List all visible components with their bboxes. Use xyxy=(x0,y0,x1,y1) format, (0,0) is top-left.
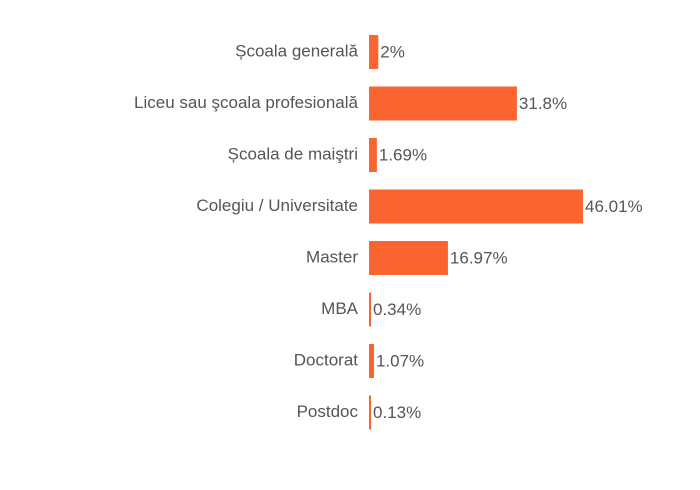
value-label: 46.01% xyxy=(585,197,643,216)
category-label: Școala generală xyxy=(235,41,358,60)
value-label: 31.8% xyxy=(519,94,567,113)
bar xyxy=(369,86,517,121)
category-label: Master xyxy=(306,247,358,266)
bar xyxy=(369,189,583,224)
value-label: 1.07% xyxy=(376,351,424,370)
category-label: MBA xyxy=(321,299,359,318)
category-label: Colegiu / Universitate xyxy=(196,196,358,215)
value-label: 0.13% xyxy=(373,403,421,422)
category-label: Doctorat xyxy=(294,350,359,369)
category-label: Școala de maiştri xyxy=(228,144,358,163)
value-label: 16.97% xyxy=(450,248,508,267)
bar xyxy=(369,35,379,69)
category-label: Liceu sau şcoala profesională xyxy=(134,93,359,112)
bar xyxy=(369,241,448,275)
bar xyxy=(369,138,377,172)
value-label: 2% xyxy=(380,42,405,61)
value-label: 0.34% xyxy=(373,300,421,319)
value-label: 1.69% xyxy=(379,145,427,164)
bar xyxy=(369,292,371,327)
bar xyxy=(369,344,374,378)
bar xyxy=(369,395,371,430)
category-label: Postdoc xyxy=(297,402,359,421)
